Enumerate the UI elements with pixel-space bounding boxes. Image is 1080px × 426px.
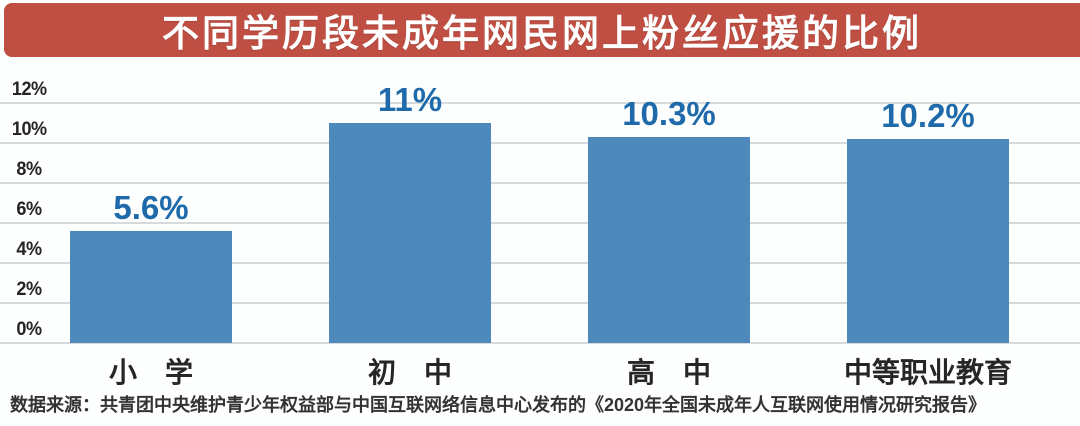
bar: [588, 137, 750, 343]
bar-value-label: 11%: [377, 81, 443, 118]
category-label: 中等职业教育: [843, 357, 1012, 388]
gridline: [0, 102, 1080, 104]
gridline: [0, 342, 1080, 344]
gridline: [0, 262, 1080, 264]
y-axis-tick-label: 6%: [16, 199, 42, 220]
gridline: [0, 142, 1080, 144]
y-axis-tick-label: 4%: [16, 239, 42, 260]
gridline: [0, 302, 1080, 304]
y-axis-tick-label: 8%: [16, 159, 42, 180]
y-axis-tick-label: 2%: [16, 279, 42, 300]
bar: [847, 139, 1009, 343]
y-axis-tick-label: 12%: [11, 79, 47, 100]
y-axis-tick-label: 10%: [11, 119, 47, 140]
y-axis-tick-label: 0%: [16, 319, 42, 340]
gridline: [0, 222, 1080, 224]
bar-value-label: 10.2%: [881, 97, 975, 134]
chart-title: 不同学历段未成年网民网上粉丝应援的比例: [162, 13, 922, 54]
gridline: [0, 182, 1080, 184]
bar: [329, 123, 491, 343]
bar: [70, 231, 232, 343]
category-label: 小 学: [108, 357, 193, 388]
bar-value-label: 10.3%: [622, 95, 716, 132]
category-label: 初 中: [367, 357, 452, 388]
source-note: 数据来源：共青团中央维护青少年权益部与中国互联网络信息中心发布的《2020年全国…: [10, 395, 987, 415]
category-label: 高 中: [626, 357, 711, 388]
chart-title-banner: 不同学历段未成年网民网上粉丝应援的比例: [4, 3, 1080, 57]
bar-value-label: 5.6%: [113, 189, 189, 226]
